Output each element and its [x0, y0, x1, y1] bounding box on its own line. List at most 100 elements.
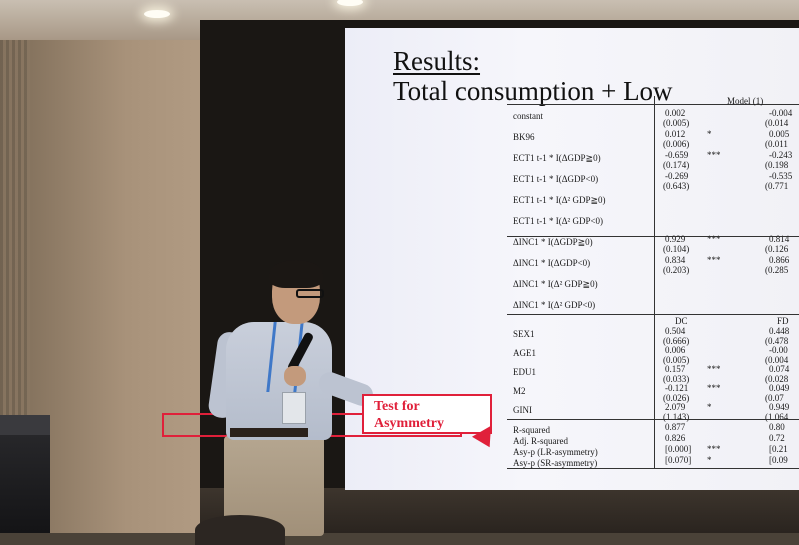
row-label: ΔINC1 * I(Δ² GDP≧0): [513, 279, 598, 289]
dc-std-error: (0.005): [663, 118, 690, 128]
fd-coefficient: 0.814: [769, 234, 790, 244]
callout-line1: Test for: [374, 399, 420, 414]
dc-coefficient: 0.826: [665, 433, 686, 443]
significance-stars: *: [707, 402, 712, 412]
table-column-rule: [654, 96, 655, 468]
significance-stars: ***: [707, 150, 721, 160]
table-rule: [507, 468, 799, 469]
dc-std-error: (0.666): [663, 336, 690, 346]
significance-stars: ***: [707, 444, 721, 454]
fd-std-error: (0.198: [765, 160, 789, 170]
test-for-asymmetry-callout: Test for Asymmetry: [362, 394, 492, 434]
fd-std-error: (0.126: [765, 244, 789, 254]
dc-coefficient: 0.834: [665, 255, 686, 265]
glasses: [296, 289, 324, 298]
presenter-mic-hand: [284, 366, 306, 386]
fd-std-error: (0.028: [765, 374, 789, 384]
row-label: GINI: [513, 405, 532, 415]
row-label: BK96: [513, 132, 535, 142]
fd-coefficient: -0.00: [769, 345, 788, 355]
dc-coefficient: 0.504: [665, 326, 686, 336]
table-rule: [507, 236, 799, 237]
row-label: SEX1: [513, 329, 535, 339]
row-label: Asy-p (LR-asymmetry): [513, 447, 598, 457]
dc-std-error: (0.026): [663, 393, 690, 403]
fd-std-error: (0.771: [765, 181, 789, 191]
ceiling-light: [144, 10, 170, 18]
row-label: ECT1 t-1 * I(ΔGDP≧0): [513, 153, 601, 163]
dc-coefficient: 2.079: [665, 402, 686, 412]
fd-coefficient: 0.866: [769, 255, 790, 265]
dc-coefficient: 0.157: [665, 364, 686, 374]
dc-std-error: (0.174): [663, 160, 690, 170]
significance-stars: *: [707, 129, 712, 139]
fd-coefficient: 0.72: [769, 433, 785, 443]
model-header: Model (1): [727, 96, 764, 106]
table-rule: [507, 419, 799, 420]
row-label: AGE1: [513, 348, 536, 358]
fd-std-error: (1.064: [765, 412, 789, 422]
dc-std-error: (0.005): [663, 355, 690, 365]
results-table: Model (1) constant 0.002 (0.005) -0.004 (0.0…: [507, 96, 799, 486]
fd-std-error: (0.004: [765, 355, 789, 365]
subhead-fd: FD: [777, 316, 789, 326]
name-badge: [282, 392, 306, 424]
row-label: Asy-p (SR-asymmetry): [513, 458, 598, 468]
row-label: Adj. R-squared: [513, 436, 568, 446]
dc-std-error: (0.203): [663, 265, 690, 275]
callout-text: Test for Asymmetry: [374, 398, 444, 432]
podium-top: [0, 415, 50, 435]
fd-coefficient: 0.949: [769, 402, 790, 412]
fd-coefficient: 0.074: [769, 364, 790, 374]
table-rule: [507, 314, 799, 315]
significance-stars: ***: [707, 364, 721, 374]
fd-coefficient: 0.80: [769, 422, 785, 432]
dc-coefficient: [0.070]: [665, 455, 692, 465]
dc-coefficient: 0.012: [665, 129, 686, 139]
fd-coefficient: -0.004: [769, 108, 793, 118]
dc-std-error: (0.006): [663, 139, 690, 149]
significance-stars: *: [707, 455, 712, 465]
row-label: ΔINC1 * I(ΔGDP<0): [513, 258, 591, 268]
row-label: ECT1 t-1 * I(Δ² GDP≧0): [513, 195, 606, 205]
row-label: ΔINC1 * I(Δ² GDP<0): [513, 300, 596, 310]
fd-coefficient: 0.448: [769, 326, 790, 336]
dc-coefficient: -0.659: [665, 150, 689, 160]
ceiling-light: [337, 0, 363, 6]
dc-coefficient: 0.006: [665, 345, 686, 355]
subhead-dc: DC: [675, 316, 688, 326]
dc-coefficient: [0.000]: [665, 444, 692, 454]
dc-coefficient: 0.002: [665, 108, 686, 118]
fd-std-error: (0.014: [765, 118, 789, 128]
row-label: M2: [513, 386, 526, 396]
presenter-shirt: [226, 322, 332, 440]
dc-std-error: (0.033): [663, 374, 690, 384]
significance-stars: ***: [707, 255, 721, 265]
row-label: ΔINC1 * I(ΔGDP≧0): [513, 237, 593, 247]
fd-std-error: (0.478: [765, 336, 789, 346]
slide-title-line2: Total consumption + Low: [393, 76, 673, 106]
fd-coefficient: 0.049: [769, 383, 790, 393]
callout-line2: Asymmetry: [374, 416, 444, 431]
row-label: R-squared: [513, 425, 550, 435]
dc-coefficient: 0.877: [665, 422, 686, 432]
table-rule: [507, 104, 799, 105]
significance-stars: ***: [707, 234, 721, 244]
fd-std-error: (0.011: [765, 139, 788, 149]
dc-std-error: (0.104): [663, 244, 690, 254]
dc-std-error: (1.143): [663, 412, 690, 422]
row-label: ECT1 t-1 * I(Δ² GDP<0): [513, 216, 604, 226]
dc-coefficient: -0.121: [665, 383, 689, 393]
dc-coefficient: -0.269: [665, 171, 689, 181]
fd-std-error: (0.07: [765, 393, 784, 403]
slide-title-line1: Results:: [393, 46, 481, 76]
belt: [230, 428, 308, 437]
row-label: EDU1: [513, 367, 536, 377]
fd-std-error: (0.285: [765, 265, 789, 275]
audience-head: [195, 515, 285, 545]
row-label: constant: [513, 111, 543, 121]
fd-coefficient: [0.21: [769, 444, 788, 454]
fd-coefficient: -0.535: [769, 171, 793, 181]
row-label: ECT1 t-1 * I(ΔGDP<0): [513, 174, 599, 184]
dc-std-error: (0.643): [663, 181, 690, 191]
